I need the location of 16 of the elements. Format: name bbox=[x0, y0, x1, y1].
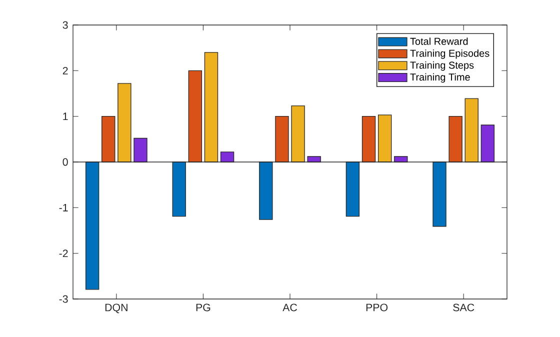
y-tick-label: 0 bbox=[62, 158, 68, 166]
x-tick-label: AC bbox=[282, 304, 298, 312]
y-tick-label: -3 bbox=[59, 295, 68, 303]
y-tick-label: 2 bbox=[62, 66, 68, 74]
x-tick-label: DQN bbox=[105, 304, 128, 314]
x-tick-label: SAC bbox=[453, 304, 474, 312]
legend-label: Total Reward bbox=[410, 38, 468, 45]
legend-label: Training Steps bbox=[410, 61, 474, 71]
y-tick-label: 3 bbox=[62, 21, 68, 29]
legend-label: Training Time bbox=[410, 73, 470, 83]
y-tick-label: -2 bbox=[59, 250, 68, 258]
x-tick-label: PPO bbox=[366, 304, 388, 312]
y-tick-label: -1 bbox=[59, 204, 68, 212]
x-tick-label: PG bbox=[196, 304, 210, 312]
legend-label: Training Episodes bbox=[410, 49, 490, 59]
y-tick-label: 1 bbox=[63, 112, 68, 120]
